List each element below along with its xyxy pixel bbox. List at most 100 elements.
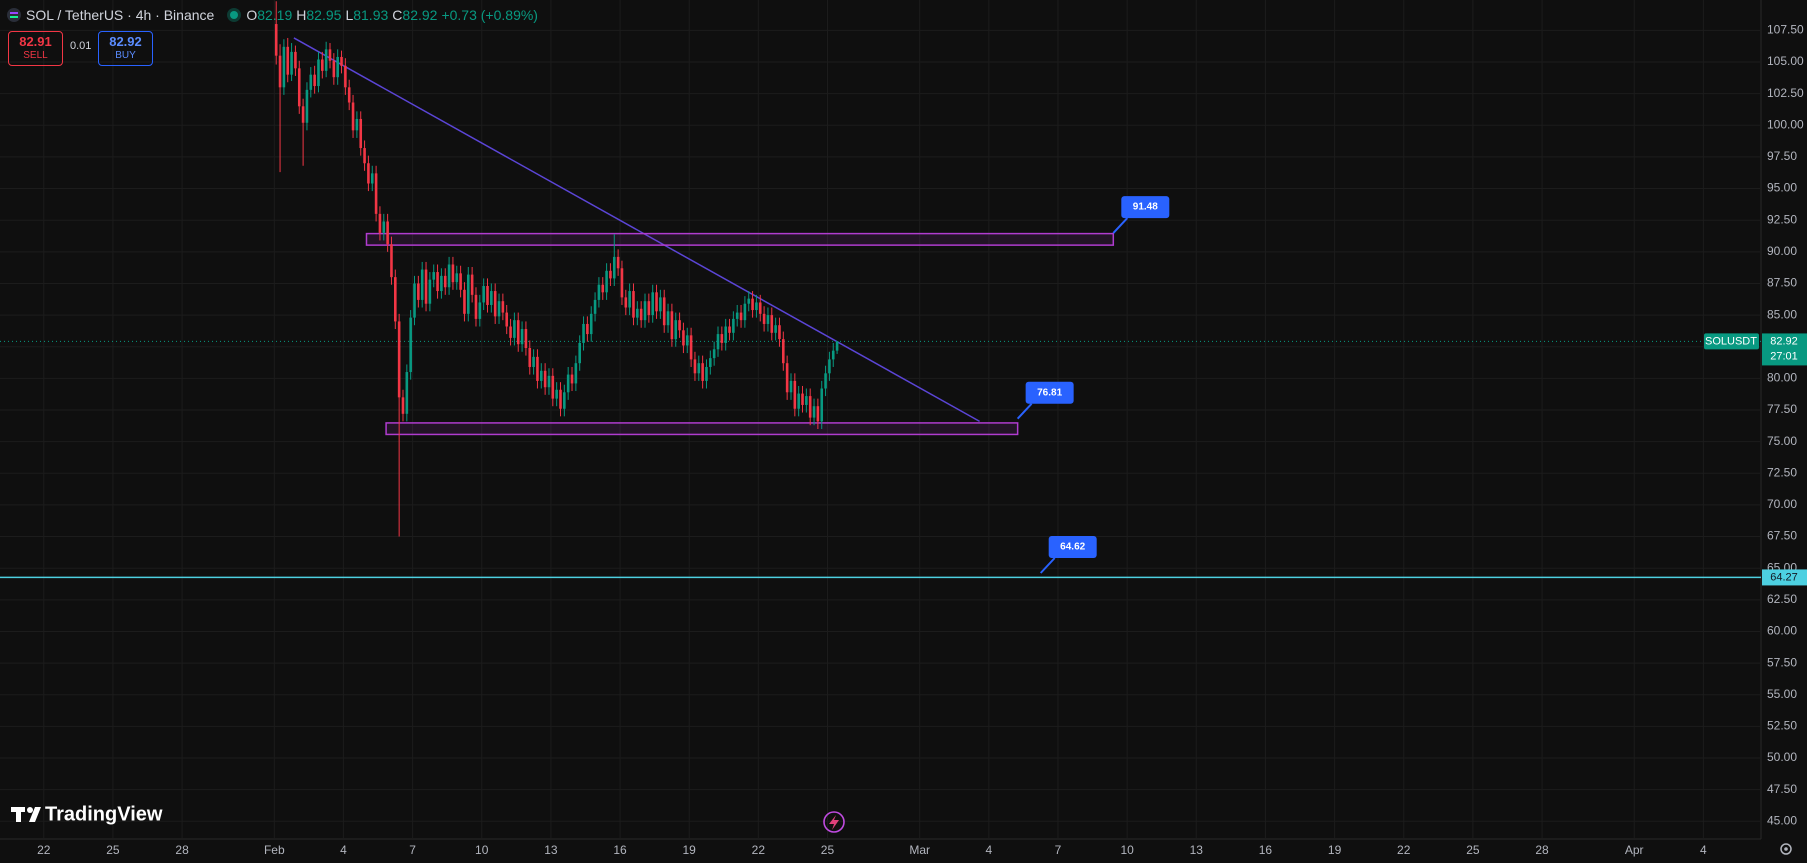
sell-button[interactable]: 82.91 SELL — [8, 31, 63, 66]
icon-ring[interactable] — [823, 811, 845, 833]
candle-body — [466, 274, 470, 314]
grid — [0, 0, 1761, 839]
candle-body — [685, 335, 689, 346]
replay-icon[interactable] — [823, 811, 845, 833]
candle-body — [290, 51, 293, 75]
candle-body — [678, 320, 681, 331]
candle-body — [670, 311, 674, 340]
candle-body — [370, 173, 374, 184]
open-key: O — [246, 7, 258, 23]
candle-body — [709, 358, 712, 367]
candle-body — [751, 298, 754, 311]
candle-body — [532, 356, 535, 367]
candle-body — [739, 312, 743, 321]
x-tick-label: 28 — [175, 843, 189, 857]
callout-label: 76.81 — [1037, 387, 1062, 398]
candle-body — [440, 275, 443, 292]
candle-body — [474, 294, 478, 319]
candle-body — [601, 284, 605, 293]
y-tick-label: 102.50 — [1767, 86, 1804, 100]
candle-body — [359, 118, 363, 149]
y-tick-label: 52.50 — [1767, 719, 1797, 733]
low-value: 81.93 — [353, 7, 389, 23]
y-tick-label: 95.00 — [1767, 181, 1797, 195]
symbol-tag: SOLUSDT — [1705, 335, 1757, 347]
candle-body — [482, 285, 485, 303]
callout-box — [1025, 381, 1074, 404]
gear[interactable] — [1780, 843, 1792, 855]
candle-body — [628, 291, 631, 308]
candle-body — [578, 342, 582, 364]
price-tag — [1762, 569, 1807, 586]
candle-body — [586, 323, 589, 335]
price-tag-label: 64.27 — [1770, 571, 1798, 583]
candle-body — [551, 375, 555, 399]
candle-body — [724, 326, 727, 343]
icon-bg — [7, 8, 21, 22]
callout-label: 64.62 — [1060, 542, 1085, 553]
candle-body — [478, 302, 482, 319]
gear-center[interactable] — [1784, 847, 1788, 851]
y-tick-label: 105.00 — [1767, 54, 1804, 68]
candle-body — [528, 348, 532, 367]
candle-body — [662, 297, 666, 326]
open-value: 82.19 — [257, 7, 293, 23]
candle-body — [501, 301, 505, 313]
icon-bolt[interactable] — [829, 815, 839, 830]
candle-body — [486, 285, 489, 305]
candle-body — [286, 46, 290, 75]
x-tick-label: 10 — [1120, 843, 1134, 857]
buy-price[interactable]: 82.92 — [109, 33, 142, 49]
candle-body — [294, 51, 297, 69]
candle-body — [413, 283, 416, 318]
x-tick-label: 10 — [475, 843, 489, 857]
candle-body — [417, 283, 420, 300]
candle-body — [401, 397, 405, 414]
sell-price[interactable]: 82.91 — [19, 33, 52, 49]
settings-icon[interactable] — [1780, 843, 1792, 855]
candle-body — [274, 24, 278, 56]
candle-body — [539, 370, 543, 381]
x-tick-label: 13 — [1190, 843, 1204, 857]
candle-body — [536, 356, 539, 381]
candle-body — [774, 325, 777, 333]
y-tick-label: 62.50 — [1767, 592, 1797, 606]
candle-body — [574, 363, 578, 384]
buy-button[interactable]: 82.92 BUY — [98, 31, 153, 66]
x-tick-label: 19 — [1328, 843, 1342, 857]
symbol[interactable]: SOL / TetherUS · 4h · Binance — [26, 7, 215, 23]
candle-body — [559, 389, 562, 409]
candle-body — [363, 148, 366, 164]
candle-body — [636, 308, 639, 318]
sell-label[interactable]: SELL — [23, 49, 48, 61]
header: SOL / TetherUS · 4h · Binance O 82.19 H 82… — [6, 5, 538, 25]
icon-bar — [10, 12, 18, 14]
candle-body — [624, 297, 628, 308]
candle-body — [651, 292, 654, 316]
status-dot — [227, 8, 242, 22]
candle-body — [340, 56, 343, 66]
candle-body — [563, 392, 566, 409]
trend-line — [293, 37, 980, 423]
candle-body — [782, 339, 785, 364]
candle-body — [436, 272, 439, 292]
candle-body — [282, 46, 286, 88]
candle-body — [470, 274, 474, 295]
x-tick-label: Apr — [1625, 843, 1644, 857]
y-tick-label: 75.00 — [1767, 434, 1797, 448]
candle-body — [447, 264, 451, 288]
candles — [274, 1, 839, 537]
candle-body — [616, 256, 620, 269]
y-tick-label: 45.00 — [1767, 813, 1797, 827]
candle-body — [451, 264, 455, 283]
candle-body — [520, 329, 524, 345]
candle-body — [812, 406, 816, 418]
y-tick-label: 67.50 — [1767, 529, 1797, 543]
x-tick-label: 13 — [544, 843, 558, 857]
buy-label[interactable]: BUY — [115, 49, 136, 61]
logo-mark — [27, 807, 33, 813]
y-tick-label: 85.00 — [1767, 307, 1797, 321]
callout-box — [1121, 196, 1170, 219]
candle-body — [835, 341, 839, 351]
candle-body — [712, 349, 716, 359]
